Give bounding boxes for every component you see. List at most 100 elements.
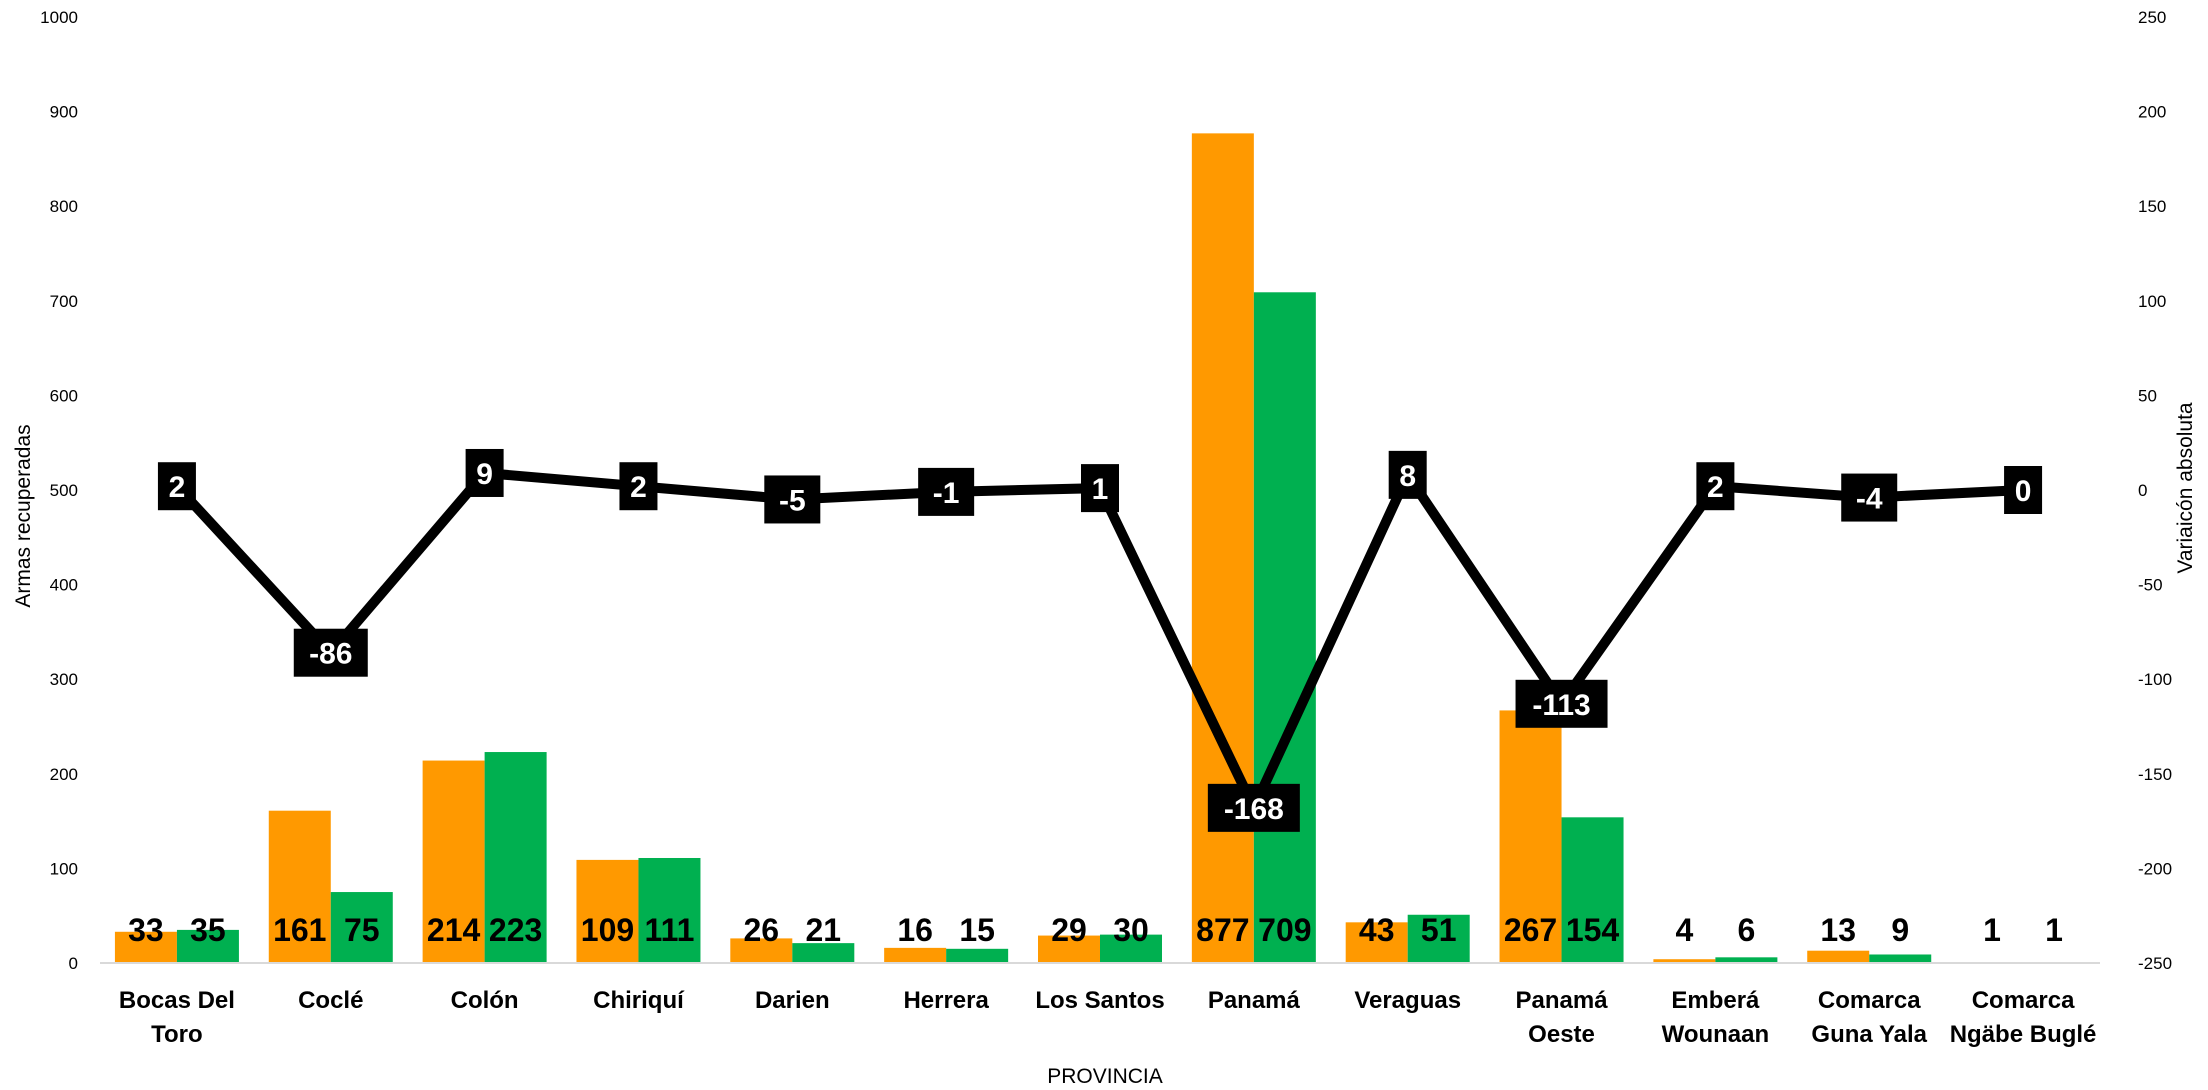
bar-data-label: 35 xyxy=(190,912,226,948)
variation-data-label: 1 xyxy=(1092,473,1109,506)
y-tick-label: 800 xyxy=(50,197,78,216)
bar-data-label: 161 xyxy=(273,912,326,948)
x-axis-title: PROVINCIA xyxy=(1047,1065,1163,1085)
category-label-line: Coclé xyxy=(298,987,363,1014)
bar xyxy=(484,752,547,963)
y2-tick-label: -100 xyxy=(2138,670,2172,689)
bar-data-label: 51 xyxy=(1421,912,1457,948)
y-axis-title: Armas recuperadas xyxy=(12,424,35,607)
bar xyxy=(576,859,639,963)
category-label: Herrera xyxy=(903,987,989,1014)
y2-tick-label: 200 xyxy=(2138,103,2166,122)
y2-tick-label: -50 xyxy=(2138,576,2163,595)
category-label-line: Herrera xyxy=(903,987,989,1014)
variation-data-label: -168 xyxy=(1224,793,1284,826)
category-label-line: Darien xyxy=(755,987,830,1014)
variation-label-box xyxy=(2004,466,2043,514)
category-label-line: Oeste xyxy=(1528,1021,1595,1048)
y2-tick-label: 50 xyxy=(2138,386,2157,405)
bar-data-label: 223 xyxy=(489,912,542,948)
y-tick-label: 0 xyxy=(69,954,78,973)
category-label-line: Panamá xyxy=(1516,987,1609,1014)
bar xyxy=(1100,934,1162,963)
category-label: Chiriquí xyxy=(593,987,685,1014)
bar xyxy=(1038,935,1100,963)
bar xyxy=(1407,914,1470,963)
y2-tick-label: 250 xyxy=(2138,8,2166,27)
category-label: Emberá Wounaan xyxy=(1662,987,1770,1048)
bar xyxy=(176,929,239,963)
category-label: Panamá Oeste xyxy=(1516,987,1609,1048)
right-axis-ticks: -250 -200 -150 -100 -50 0 50 100 150 200 250 xyxy=(2138,8,2172,973)
bar xyxy=(422,760,485,963)
y2-axis-title: Variaicón absoluta xyxy=(2174,402,2197,574)
category-label: Comarca Guna Yala xyxy=(1811,987,1927,1048)
variation-label-box xyxy=(1207,783,1300,832)
bar-data-label: 154 xyxy=(1566,912,1620,948)
y2-tick-label: -250 xyxy=(2138,954,2172,973)
bar xyxy=(884,947,947,963)
bar xyxy=(1561,817,1624,963)
bar-data-label: 13 xyxy=(1820,912,1856,948)
bar-data-label: 109 xyxy=(581,912,634,948)
variation-data-label: 9 xyxy=(476,458,493,491)
variation-label-box xyxy=(1515,679,1608,728)
variation-label-box xyxy=(1388,450,1427,499)
bar xyxy=(730,938,793,963)
left-axis-ticks: 0 100 200 300 400 500 600 700 800 900 1000 xyxy=(40,8,78,973)
variation-data-label: 8 xyxy=(1399,460,1416,493)
variation-data-label: 0 xyxy=(2015,475,2032,508)
category-label-line: Chiriquí xyxy=(593,987,685,1014)
bar-data-label: 26 xyxy=(744,912,780,948)
y-tick-label: 100 xyxy=(50,859,78,878)
y2-tick-label: 100 xyxy=(2138,292,2166,311)
variation-data-label: -4 xyxy=(1856,483,1883,516)
y-tick-label: 1000 xyxy=(40,8,78,27)
bar-data-label: 15 xyxy=(959,912,995,948)
category-label: Bocas Del Toro xyxy=(119,987,235,1048)
bar xyxy=(1253,292,1316,963)
bar xyxy=(638,857,701,963)
bar-data-label: 30 xyxy=(1113,912,1149,948)
category-label: Darien xyxy=(755,987,830,1014)
category-label-line: Emberá xyxy=(1671,987,1760,1014)
y2-tick-label: 150 xyxy=(2138,197,2166,216)
bar-data-label: 43 xyxy=(1359,912,1395,948)
bar-data-label: 75 xyxy=(344,912,380,948)
bar xyxy=(1499,710,1562,963)
category-label: Panamá xyxy=(1208,987,1301,1014)
y2-tick-label: -200 xyxy=(2138,859,2172,878)
category-label-line: Wounaan xyxy=(1662,1021,1770,1048)
variation-line-path xyxy=(173,464,2024,820)
y-tick-label: 900 xyxy=(50,103,78,122)
bar-data-label: 1 xyxy=(1983,912,2001,948)
bar-data-labels: 33 161 214 109 26 16 29 877 43 267 4 13 135 75 223 111 2… xyxy=(128,912,2063,948)
variation-label-box xyxy=(293,628,368,677)
variation-data-label: -86 xyxy=(309,638,352,671)
bar-data-label: 877 xyxy=(1196,912,1249,948)
y-tick-label: 700 xyxy=(50,292,78,311)
category-label: Veraguas xyxy=(1354,987,1461,1014)
category-label-line: Ngäbe Buglé xyxy=(1950,1021,2097,1048)
variation-data-label: -113 xyxy=(1532,689,1590,722)
bar-data-label: 33 xyxy=(128,912,164,948)
variation-data-label: -1 xyxy=(933,477,960,510)
variation-label-box xyxy=(1081,464,1119,513)
bar xyxy=(1345,922,1408,963)
category-label: Coclé xyxy=(298,987,363,1014)
y-tick-label: 200 xyxy=(50,765,78,784)
category-label: Comarca Ngäbe Buglé xyxy=(1950,987,2097,1048)
y-tick-label: 500 xyxy=(50,481,78,500)
category-label-line: Colón xyxy=(451,987,519,1014)
variation-label-box xyxy=(465,448,504,497)
y-tick-label: 300 xyxy=(50,670,78,689)
variation-label-box xyxy=(764,475,821,524)
bar xyxy=(1191,133,1254,963)
bar-data-label: 9 xyxy=(1891,912,1909,948)
category-labels: Bocas Del Toro Coclé Colón Chiriquí Darien Her… xyxy=(119,987,2097,1048)
bar xyxy=(1807,950,1870,963)
variation-label-box xyxy=(619,462,658,511)
variation-label-box xyxy=(918,467,975,516)
y2-tick-label: 0 xyxy=(2138,481,2147,500)
